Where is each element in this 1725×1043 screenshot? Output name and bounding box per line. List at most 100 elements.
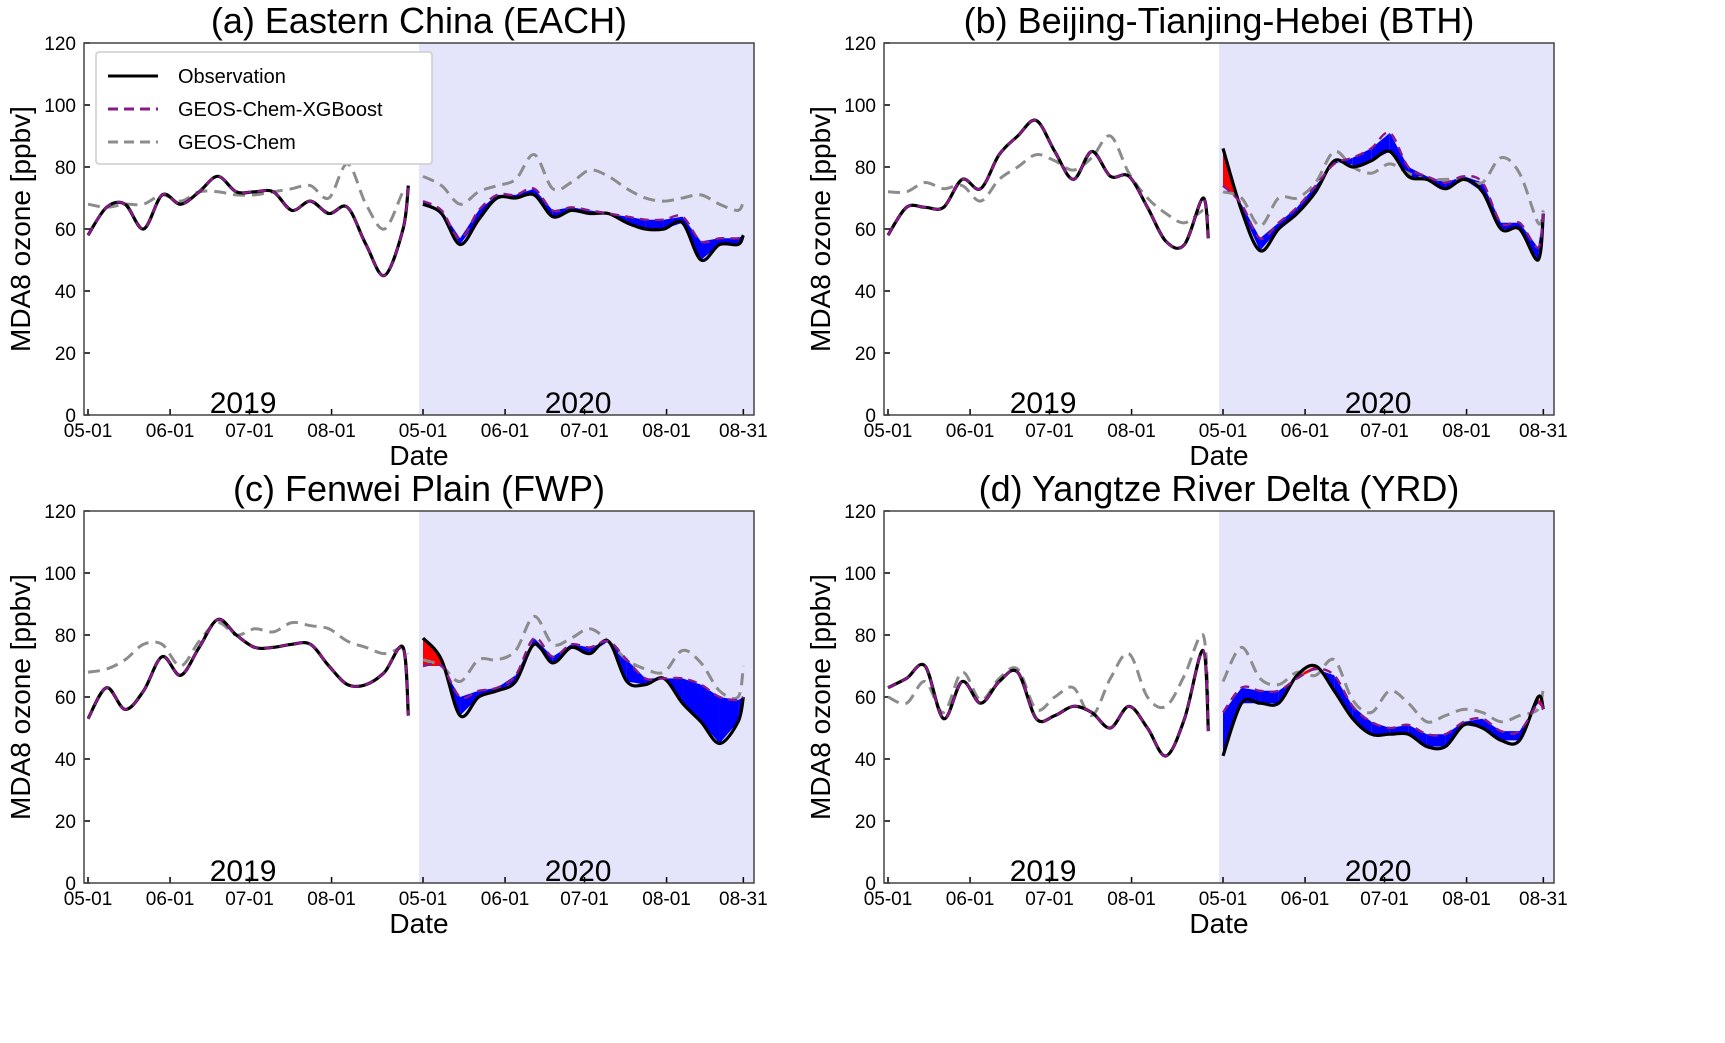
xtick-label: 06-01 [1281,889,1330,910]
difference-fill-2020 [552,207,572,217]
difference-fill-2020 [1389,132,1409,177]
xtick-label: 07-01 [1360,889,1409,910]
y-axis-label: MDA8 ozone [ppbv] [805,574,836,820]
xtick-label: 08-31 [719,421,768,442]
xtick-label: 05-01 [399,421,448,442]
ytick-label: 0 [865,406,876,427]
ytick-label: 60 [855,688,876,709]
observation-line-2020 [421,636,745,746]
ytick-label: 120 [44,34,76,55]
ytick-label: 120 [844,34,876,55]
panel-title: (d) Yangtze River Delta (YRD) [979,468,1460,509]
xtick-label: 08-01 [1442,421,1491,442]
ytick-label: 40 [855,750,876,771]
geos-chem-xgboost-line-2020 [1222,131,1545,249]
panel-3-frame [83,510,755,884]
ytick-label: 20 [855,344,876,365]
ytick-label: 100 [44,96,76,117]
observation-line-2019 [887,648,1210,758]
difference-fill-2020 [589,641,609,654]
xtick-label: 06-01 [146,889,195,910]
panel-1-shade-2020 [419,43,754,415]
ytick-label: 100 [44,564,76,585]
xtick-label: 05-01 [64,421,113,442]
ytick-label: 80 [855,626,876,647]
difference-fill-2020 [1371,132,1390,161]
year-label-2019: 2019 [1010,387,1077,420]
difference-fill-2020 [1519,222,1539,260]
panel-4: 0 20 40 60 80 100 120 05-01 06-01 07-01 08-01 05-01… [805,468,1568,939]
geos-chem-line-2019 [87,162,410,231]
geos-chem-line-2020 [422,614,745,701]
ytick-label: 60 [855,220,876,241]
difference-fill-2020 [700,684,720,744]
xtick-label: 05-01 [64,889,113,910]
x-axis-label: Date [389,440,448,471]
ytick-label: 80 [55,158,76,179]
year-label-2019: 2019 [210,387,277,420]
geos-chem-line-2020 [1221,645,1545,724]
panel-3: 0 20 40 60 80 100 120 05-01 06-01 07-01 08-01 05-01… [5,468,768,939]
xtick-label: 08-01 [307,889,356,910]
difference-fill-2020 [1408,724,1427,747]
geos-chem-xgboost-line-2019 [86,618,410,720]
legend-label-geos-chem: GEOS-Chem [178,132,296,154]
difference-fill-2020 [1260,222,1279,251]
y-axis-label: MDA8 ozone [ppbv] [5,574,36,820]
ytick-label: 0 [865,874,876,895]
ytick-label: 20 [55,344,76,365]
geos-chem-line-2020 [1222,149,1545,228]
xtick-label: 07-01 [225,421,274,442]
xtick-label: 07-01 [560,421,609,442]
difference-fill-2020 [1352,706,1372,735]
y-axis-label: MDA8 ozone [ppbv] [5,106,36,352]
ytick-label: 40 [55,750,76,771]
x-axis-label: Date [389,908,448,939]
difference-fill-2020 [1260,690,1279,704]
observation-line-2019 [86,174,410,278]
xtick-label: 08-01 [1442,889,1491,910]
geos-chem-line-2019 [887,134,1210,225]
year-label-2020: 2020 [1345,855,1412,888]
geos-chem-line-2019 [87,620,410,674]
year-label-2019: 2019 [210,855,277,888]
xtick-label: 05-01 [1199,889,1248,910]
difference-fill-2020 [1241,204,1261,251]
xtick-label: 05-01 [864,889,913,910]
x-axis-label: Date [1189,440,1248,471]
year-label-2020: 2020 [545,387,612,420]
xtick-label: 08-01 [642,889,691,910]
legend-label-geos-chem-xgboost: GEOS-Chem-XGBoost [178,99,383,121]
xtick-label: 08-01 [1107,421,1156,442]
panel-title: (c) Fenwei Plain (FWP) [233,468,605,509]
ytick-label: 20 [55,812,76,833]
difference-fill-2020 [626,659,646,685]
xtick-label: 08-01 [642,421,691,442]
xtick-label: 08-31 [1519,421,1568,442]
geos-chem-xgboost-line-2020 [1222,667,1545,737]
xtick-label: 05-01 [864,421,913,442]
ytick-label: 120 [844,502,876,523]
legend-box [95,51,433,165]
panel-2: 0 20 40 60 80 100 120 05-01 06-01 07-01 08-01 05-01… [805,0,1568,471]
year-label-2020: 2020 [1345,387,1412,420]
xtick-label: 07-01 [225,889,274,910]
year-label-2019: 2019 [1010,855,1077,888]
xtick-label: 07-01 [1025,889,1074,910]
ytick-label: 20 [855,812,876,833]
panel-title: (a) Eastern China (EACH) [211,0,627,41]
panel-1-frame [83,42,755,416]
xtick-label: 06-01 [146,421,195,442]
xtick-label: 05-01 [1199,421,1248,442]
xtick-label: 07-01 [1025,421,1074,442]
legend: Observation GEOS-Chem-XGBoost GEOS-Chem [95,51,433,165]
geos-chem-line-2020 [422,153,745,212]
xtick-label: 06-01 [1281,421,1330,442]
panel-4-frame [883,510,1555,884]
geos-chem-xgboost-line-2019 [886,119,1210,250]
difference-fill-2020 [1334,675,1353,719]
panels: 0 20 40 60 80 100 120 05-01 06-01 07-01 08-01 05-01… [5,0,1568,939]
difference-fill-2020 [423,638,442,666]
